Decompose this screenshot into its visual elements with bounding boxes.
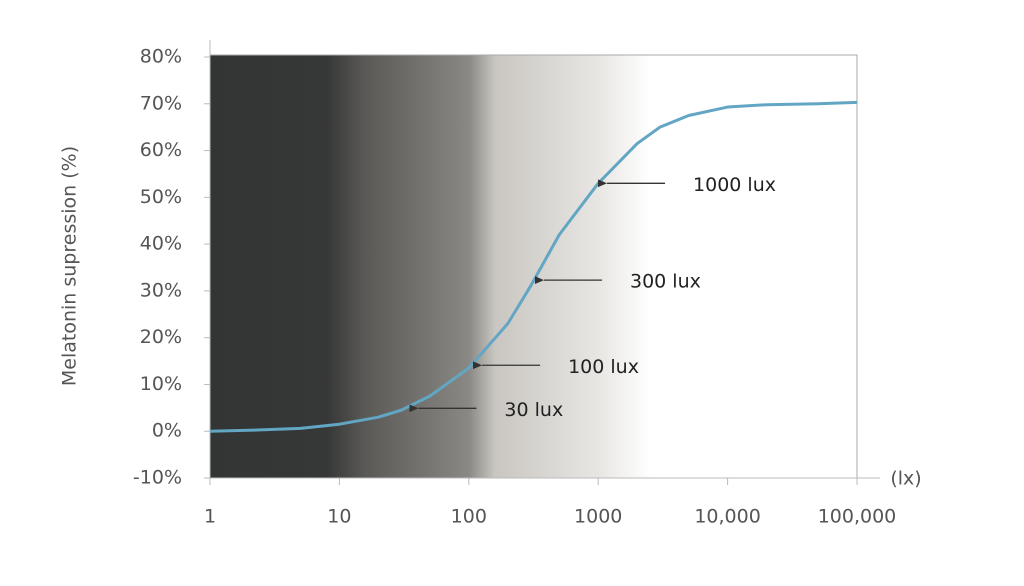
y-tick-label: 0% xyxy=(152,420,182,442)
x-tick-label: 10,000 xyxy=(694,506,760,528)
x-tick-label: 10 xyxy=(327,506,351,528)
y-tick-label: 50% xyxy=(140,186,182,208)
y-axis-label: Melatonin supression (%) xyxy=(59,146,81,386)
x-tick-label: 1000 xyxy=(574,506,622,528)
y-tick-label: 30% xyxy=(140,279,182,301)
y-tick-label: -10% xyxy=(133,467,182,489)
y-tick-label: 70% xyxy=(140,92,182,114)
annotation-label: 1000 lux xyxy=(693,174,776,196)
x-axis-label: (lx) xyxy=(890,468,921,490)
plot-area xyxy=(209,54,858,479)
y-tick-label: 60% xyxy=(140,139,182,161)
data-line xyxy=(209,100,858,433)
x-tick-label: 1 xyxy=(204,506,216,528)
x-tick-label: 100 xyxy=(451,506,487,528)
annotation-label: 300 lux xyxy=(630,271,701,293)
annotation-label: 30 lux xyxy=(504,399,563,421)
y-tick-label: 80% xyxy=(140,46,182,68)
y-tick-label: 40% xyxy=(140,233,182,255)
y-tick-label: 20% xyxy=(140,326,182,348)
y-tick-label: 10% xyxy=(140,373,182,395)
annotation-label: 100 lux xyxy=(568,356,639,378)
x-tick-label: 100,000 xyxy=(818,506,897,528)
